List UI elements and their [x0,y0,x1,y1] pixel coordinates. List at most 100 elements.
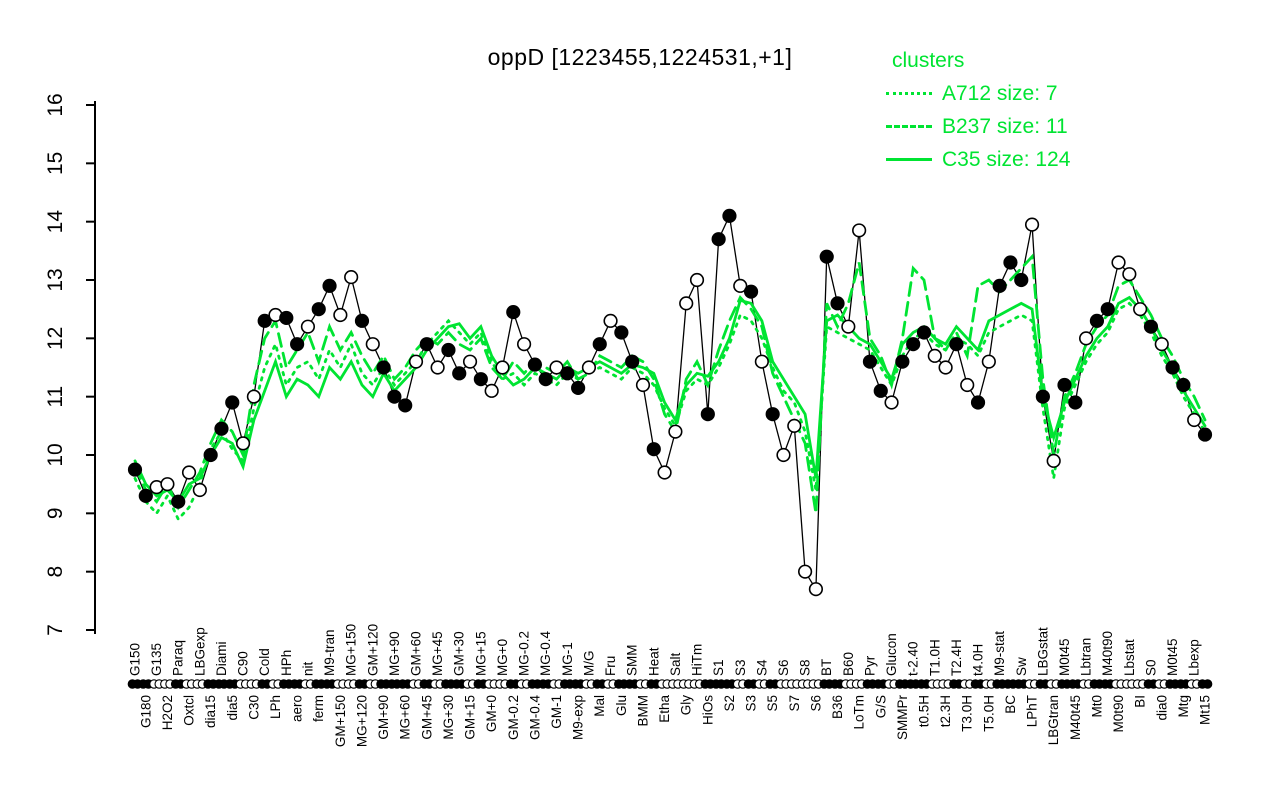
data-point-open [808,582,824,597]
x-axis-label: Paraq [171,640,186,676]
data-point-filled [527,357,542,372]
x-axis-label: Heat [646,647,661,676]
data-point-open [635,377,651,393]
data-point-filled [916,325,932,340]
x-axis-label: Pyr [862,655,877,676]
x-axis-label: HiOs [700,695,715,725]
data-point-filled [290,337,305,352]
legend-item-a712: A712 size: 7 [886,77,1070,110]
y-tick-label: 13 [44,268,67,291]
x-axis-label: S2 [722,695,737,712]
data-point-filled [203,447,218,463]
x-axis-label: Glucon [884,633,899,676]
data-point-filled [862,354,878,369]
x-axis-label: MG-1 [560,642,575,676]
y-tick-label: 11 [44,386,67,408]
data-point-open [689,272,705,288]
data-point-filled [992,278,1007,293]
data-point-filled [1165,360,1180,375]
data-point-open [462,354,478,369]
data-point-open [484,383,499,398]
x-axis-label: Salt [668,652,683,676]
data-point-open [1133,302,1148,317]
cluster-line-b237 [133,253,1207,514]
x-axis-label: T3.0H [960,695,975,732]
legend-item-label: B237 size: 11 [942,115,1068,138]
data-point-filled [722,208,737,223]
data-point-open [1187,412,1202,428]
data-point-filled [1089,313,1105,328]
x-axis-label: T2.4H [949,639,964,676]
data-point-filled [419,337,434,352]
condition-marker-band [127,679,1213,689]
x-axis-label: MG+60 [398,695,413,740]
data-point-filled [1003,255,1018,270]
data-point-open [246,389,261,404]
x-axis-label: S8 [798,659,813,676]
data-point-open [679,296,694,311]
x-axis-label: M0t90 [1111,695,1126,733]
data-point-open [516,337,532,352]
x-axis-label: BI [1133,695,1148,708]
data-point-filled [398,398,413,413]
data-point-filled [711,232,726,247]
x-axis-label: dia0 [1154,695,1169,721]
x-axis-label: Mt15 [1198,695,1213,725]
data-point-open [960,377,975,393]
x-axis-label: GM-0.4 [527,695,542,741]
data-point-open [192,482,207,498]
data-point-open [657,465,672,480]
data-point-filled [765,407,780,422]
data-point-filled [171,494,186,509]
data-point-filled [257,313,272,328]
x-axis-label: G/S [873,695,888,718]
x-axis-label: Lbtran [1079,638,1094,676]
data-point-filled [387,389,402,404]
data-point-open [1122,267,1137,282]
data-point-filled [830,296,845,311]
x-axis-label: S3 [733,659,748,676]
x-axis-label: Cold [257,648,272,676]
x-axis-label: M40t90 [1100,631,1115,676]
data-point-filled [506,304,521,320]
data-point-filled [1014,272,1029,288]
data-point-open [235,436,251,451]
x-axis-label: ferm [311,695,326,722]
y-tick-label: 9 [44,507,67,519]
data-point-filled [452,366,467,381]
data-point-open [754,354,769,369]
x-axis-label: t-2.40 [906,641,921,676]
x-axis-label: Sw [1014,657,1029,676]
x-axis-label: MG+30 [441,695,456,740]
x-axis-label: aero [290,695,305,722]
data-point-filled [1197,427,1213,442]
legend-item-label: C35 size: 124 [942,148,1071,171]
cluster-legend: clusters A712 size: 7 B237 size: 11 C35 … [886,44,1070,176]
x-axis-label: BMM [635,695,650,727]
x-axis-label: SMMPr [895,695,910,741]
x-axis-label: MG+150 [344,624,359,676]
y-tick-label: 16 [44,93,67,116]
data-point-open [365,337,380,352]
data-point-filled [700,407,715,422]
x-axis-label: dia15 [203,695,218,728]
x-axis-labels: G150 G180 G135 H2O2 Paraq Oxtcl LBGexp dia15 Dia… [128,624,1213,747]
data-point-open [733,278,748,293]
data-point-filled [311,302,326,317]
data-point-filled [214,421,229,436]
data-point-open [603,313,618,328]
data-point-filled [1035,389,1050,404]
x-axis-label: MG+90 [387,631,402,676]
data-point-open [884,395,899,410]
data-point-filled [225,395,240,410]
x-axis-label: H2O2 [160,695,175,730]
x-axis-label: T5.0H [981,695,996,732]
data-point-open [1024,217,1040,232]
data-point-open [430,360,445,375]
x-axis-label: GM+15 [463,695,478,740]
x-axis-label: S3 [744,695,759,712]
data-point-open [841,319,856,334]
data-point-filled [1143,319,1159,334]
x-axis-label: GM-1 [549,695,564,729]
data-point-open [1079,331,1094,346]
